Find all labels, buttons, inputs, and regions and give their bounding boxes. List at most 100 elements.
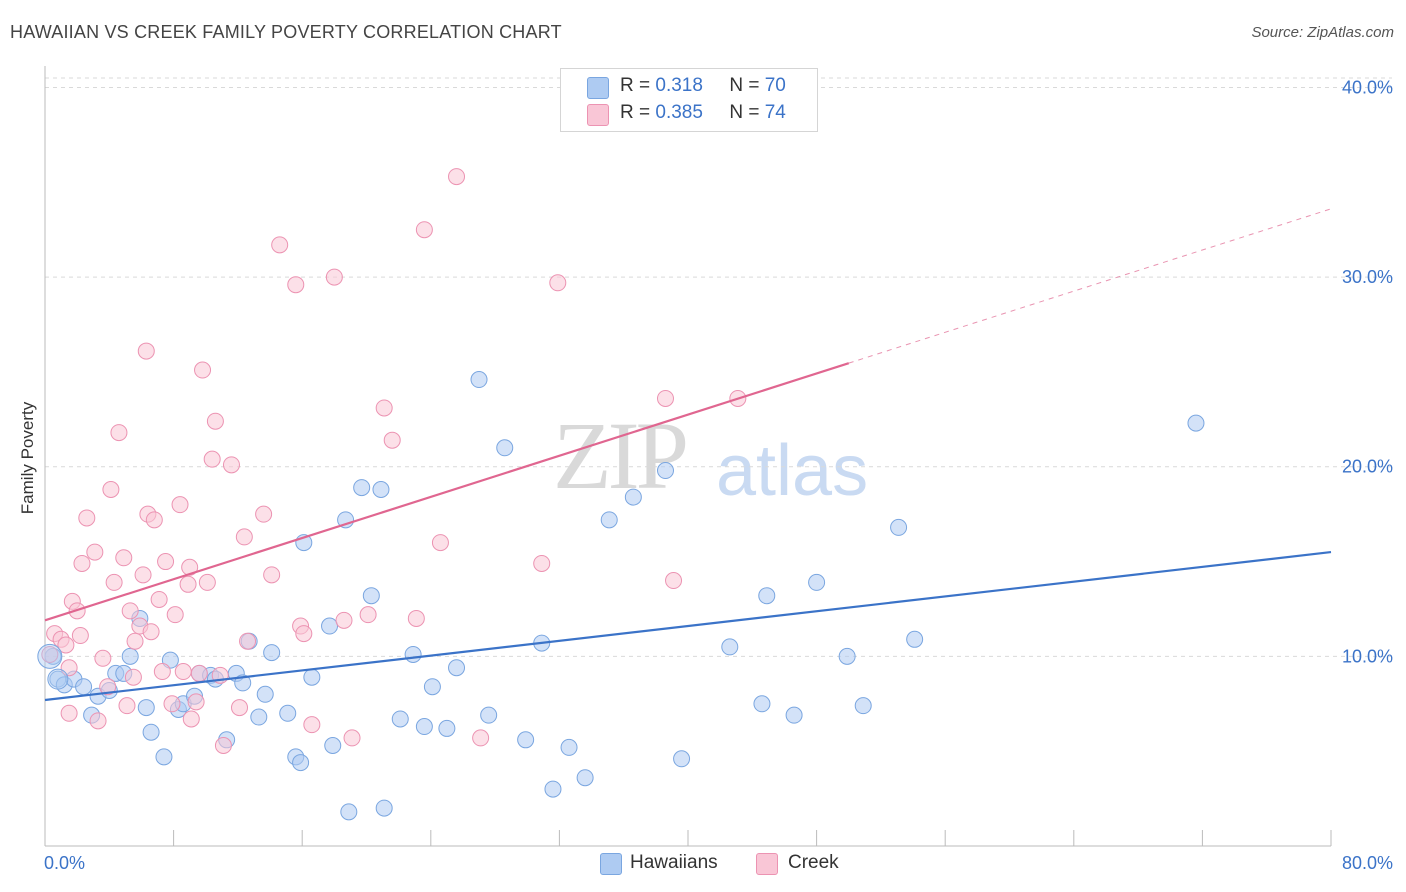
point-creek (287, 276, 305, 294)
point-creek (110, 424, 128, 442)
point-hawaiians (496, 439, 514, 457)
y-tick-label: 40.0% (1342, 77, 1393, 97)
grid-lines (45, 77, 1392, 657)
point-hawaiians (292, 754, 310, 772)
point-hawaiians (37, 643, 63, 669)
point-creek (415, 221, 433, 239)
chart-title: HAWAIIAN VS CREEK FAMILY POVERTY CORRELA… (10, 22, 562, 42)
point-creek (533, 554, 551, 572)
y-tick-label: 10.0% (1342, 646, 1393, 666)
legend-n-label: N = (729, 102, 760, 123)
point-hawaiians (321, 617, 339, 635)
point-hawaiians (47, 668, 69, 690)
point-creek (179, 575, 197, 593)
trend-line-creek (44, 362, 850, 622)
point-hawaiians (517, 731, 535, 749)
point-creek (187, 693, 205, 711)
point-hawaiians (438, 719, 456, 737)
point-hawaiians (624, 488, 642, 506)
point-creek (194, 361, 212, 379)
point-creek (383, 431, 401, 449)
legend-swatch-creek (587, 104, 609, 126)
point-hawaiians (250, 708, 268, 726)
point-creek (89, 712, 107, 730)
point-hawaiians (415, 718, 433, 736)
legend-text-creek: R = 0.385 N = 74 (620, 102, 786, 124)
point-creek (73, 554, 91, 572)
point-creek (163, 695, 181, 713)
point-hawaiians (890, 518, 908, 536)
trend-line-hawaiians (44, 550, 1332, 702)
legend-r-label: R = (620, 75, 651, 96)
point-creek (86, 543, 104, 561)
watermark-zip: ZIP (553, 402, 689, 509)
point-creek (335, 611, 353, 629)
point-hawaiians (854, 697, 872, 715)
point-hawaiians (142, 723, 160, 741)
point-hawaiians (576, 769, 594, 787)
point-creek (142, 623, 160, 641)
point-creek (239, 632, 257, 650)
point-creek (235, 528, 253, 546)
point-hawaiians (375, 799, 393, 817)
legend-n-label: N = (729, 75, 760, 96)
data-points (37, 168, 1205, 821)
axes (44, 66, 1332, 847)
correlation-legend: R = 0.318 N = 70 R = 0.385 N = 74 (560, 68, 818, 132)
point-hawaiians (404, 645, 422, 663)
point-creek (102, 480, 120, 498)
point-hawaiians (75, 678, 93, 696)
point-creek (431, 534, 449, 552)
trend-lines (44, 208, 1332, 702)
point-hawaiians (340, 803, 358, 821)
point-creek (153, 663, 171, 681)
point-hawaiians (155, 748, 173, 766)
point-hawaiians (673, 750, 691, 768)
point-creek (325, 268, 343, 286)
point-creek (137, 342, 155, 360)
point-creek (60, 704, 78, 722)
point-creek (263, 566, 281, 584)
legend-n-value: 70 (764, 75, 786, 96)
bottom-legend-label-hawaiians: Hawaiians (630, 852, 718, 873)
point-hawaiians (600, 511, 618, 529)
point-creek (549, 274, 567, 292)
point-hawaiians (838, 647, 856, 665)
point-creek (99, 678, 117, 696)
point-creek (105, 573, 123, 591)
y-tick-label: 20.0% (1342, 457, 1393, 477)
point-hawaiians (234, 674, 252, 692)
point-creek (198, 573, 216, 591)
bottom-legend-label-creek: Creek (788, 852, 839, 873)
watermark-atlas: atlas (716, 431, 869, 511)
legend-swatch-hawaiians (587, 77, 609, 99)
point-creek (206, 412, 224, 430)
point-creek (118, 697, 136, 715)
point-hawaiians (263, 644, 281, 662)
point-hawaiians (256, 685, 274, 703)
point-hawaiians (470, 371, 488, 389)
point-creek (157, 553, 175, 571)
point-creek (203, 450, 221, 468)
point-hawaiians (353, 479, 371, 497)
point-hawaiians (137, 699, 155, 717)
point-creek (126, 632, 144, 650)
point-creek (359, 606, 377, 624)
legend-n-value: 74 (764, 102, 786, 123)
point-hawaiians (721, 638, 739, 656)
bottom-legend-swatch-hawaiians (600, 853, 622, 875)
point-creek (255, 505, 273, 523)
point-creek (71, 627, 89, 645)
point-creek (78, 509, 96, 527)
point-creek (134, 566, 152, 584)
point-creek (375, 399, 393, 417)
point-hawaiians (1187, 414, 1205, 432)
point-hawaiians (362, 587, 380, 605)
point-creek (190, 664, 208, 682)
point-creek (343, 729, 361, 747)
x-tick-label: 80.0% (1342, 853, 1393, 873)
point-creek (124, 668, 142, 686)
point-hawaiians (544, 780, 562, 798)
point-hawaiians (448, 659, 466, 677)
